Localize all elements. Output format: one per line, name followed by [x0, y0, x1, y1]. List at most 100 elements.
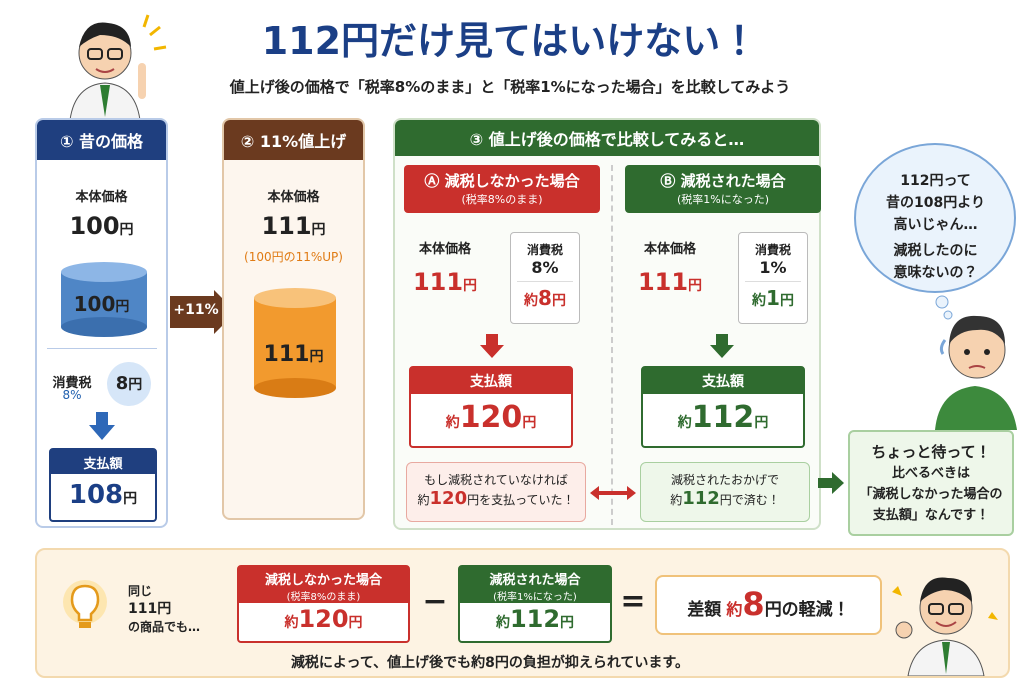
prefix: 約	[524, 293, 539, 309]
value: 1	[766, 286, 780, 310]
doctor-illustration	[69, 14, 167, 120]
unit: 円	[123, 491, 138, 507]
price: 100円	[37, 212, 166, 240]
cylinder-label: 100円	[37, 292, 166, 316]
pay-box: 支払額 約120円	[409, 366, 573, 448]
cylinder-label: 111円	[224, 342, 363, 367]
pay-label: 支払額	[643, 368, 803, 394]
value: 111	[637, 268, 689, 296]
worried-man-illustration	[935, 315, 1017, 430]
prefix: 約	[752, 293, 767, 309]
result-box: 差額 約8円の軽減！	[655, 575, 882, 635]
value: 112	[509, 605, 561, 633]
same-line: 111円	[128, 601, 172, 617]
value: 111	[412, 268, 464, 296]
label: 消費税	[526, 243, 563, 257]
value: 111	[263, 342, 310, 367]
callout-line: 「減税しなかった場合の	[859, 487, 1003, 502]
case-header: Ⓐ 減税しなかった場合 (税率8%のまま)	[404, 165, 600, 213]
value: 120	[298, 605, 349, 633]
bubble-line: 高いじゃん…	[893, 217, 978, 233]
value: 8	[742, 585, 765, 623]
unit: 円	[522, 415, 537, 431]
case-title: Ⓑ 減税された場合	[660, 172, 786, 190]
unit: 円	[560, 615, 575, 631]
case-header: Ⓑ 減税された場合 (税率1%になった)	[625, 165, 821, 213]
note-line: 減税されたおかげで	[670, 473, 779, 487]
case-subtitle: (税率8%のまま)	[461, 193, 543, 206]
unit: 円	[779, 293, 794, 309]
double-arrow	[590, 486, 636, 500]
bubble-line: 112円って	[900, 173, 971, 189]
price: 111円	[405, 268, 485, 296]
price: 111円	[630, 268, 710, 296]
doctor-illustration	[892, 577, 998, 676]
panel-header: ② 11%値上げ	[224, 120, 363, 160]
prefix: 約	[677, 415, 692, 431]
unit: 円	[551, 293, 566, 309]
unit: 円	[309, 349, 324, 365]
callout-line: 比べるべきは	[891, 466, 970, 481]
rate: 1%	[759, 258, 787, 277]
pay-label: 支払額	[411, 368, 571, 394]
tax-box: 消費税 1% 約1円	[738, 232, 808, 324]
case-subtitle: (税率1%になった)	[676, 193, 770, 206]
rate: 8%	[62, 388, 82, 402]
arrow	[89, 412, 115, 440]
unit: 円	[128, 377, 143, 393]
note-box: もし減税されていなければ 約120円を支払っていた！	[406, 462, 586, 522]
label: 本体価格	[418, 242, 471, 257]
value: 120	[429, 488, 468, 509]
prefix: 約	[726, 600, 743, 619]
unit: 円	[348, 615, 363, 631]
old-price-panel: ① 昔の価格 本体価格 100円 100円 消費税 8% 8円 支払額 108円	[35, 118, 168, 528]
label: 本体価格	[267, 190, 320, 205]
suffix: 円を支払っていた！	[467, 493, 575, 507]
value: 120	[459, 400, 523, 435]
panel-header: ③ 値上げ後の価格で比較してみると…	[395, 120, 819, 156]
panel-header: ① 昔の価格	[37, 120, 166, 160]
same-line: の商品でも…	[128, 620, 201, 634]
unit: 円	[463, 278, 478, 294]
increase-panel: ② 11%値上げ 本体価格 111円 (100円の11%UP) 111円	[222, 118, 365, 520]
suffix: 円で済む！	[719, 493, 780, 507]
callout-box: ちょっと待って！ 比べるべきは 「減税しなかった場合の 支払額」なんです！	[848, 430, 1014, 536]
divider	[47, 348, 157, 349]
bubble-line: 昔の108円より	[886, 195, 985, 211]
value: 100	[73, 292, 116, 316]
summary-case: 減税しなかった場合 (税率8%のまま) 約120円	[237, 565, 410, 643]
pay-box: 支払額 108円	[49, 448, 157, 522]
bubble-line: 意味ないの？	[893, 265, 978, 281]
value: 111	[261, 212, 312, 240]
suffix: 円の軽減！	[764, 600, 850, 620]
value: 112	[682, 488, 720, 509]
footer: 減税によって、値上げ後でも約8円の負担が抑えられています。	[290, 655, 690, 671]
prefix: 約	[670, 493, 683, 507]
label: 消費税	[754, 243, 791, 257]
callout-line: 支払額」なんです！	[872, 508, 990, 523]
result-label: 差額	[687, 600, 722, 620]
divider	[611, 165, 613, 525]
label: 消費税	[52, 376, 92, 391]
label: 本体価格	[75, 190, 128, 205]
cylinder	[254, 288, 336, 398]
prefix: 約	[284, 615, 299, 631]
pay-label: 支払額	[51, 450, 155, 474]
bubble-line: 減税したのに	[893, 243, 978, 259]
unit: 円	[115, 299, 130, 315]
note-line: もし減税されていなければ	[424, 473, 568, 487]
value: 8	[538, 286, 552, 310]
bulb-icon	[63, 580, 107, 628]
label: 本体価格	[643, 242, 696, 257]
case-subtitle: (税率8%のまま)	[286, 592, 361, 603]
thought-bubble	[854, 143, 1016, 320]
increase-arrow	[170, 290, 236, 334]
summary-case: 減税された場合 (税率1%になった) 約112円	[458, 565, 612, 643]
minus: −	[422, 584, 448, 619]
same-text: 同じ 111円 の商品でも…	[128, 582, 200, 636]
value: 108	[68, 480, 124, 510]
price: 111円	[224, 212, 363, 240]
value: 112	[691, 400, 755, 435]
value: 100	[69, 212, 120, 240]
